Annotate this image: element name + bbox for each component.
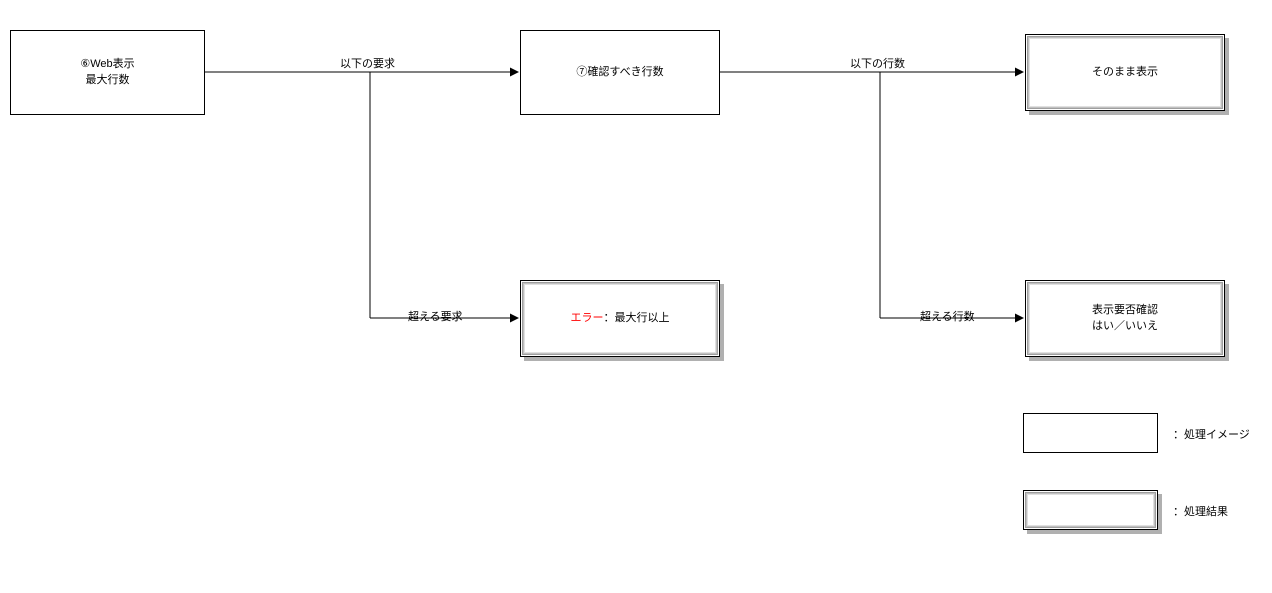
node-web-display-max-rows: ⑥Web表示 最大行数 xyxy=(10,30,205,115)
node-line1: エラー：最大行以上 xyxy=(571,311,670,326)
node-rows-to-confirm: ⑦確認すべき行数 xyxy=(520,30,720,115)
node-error-over-max: エラー：最大行以上 xyxy=(520,280,720,357)
node-confirm-display: 表示要否確認 はい／いいえ xyxy=(1025,280,1225,357)
legend-process-box xyxy=(1023,413,1158,453)
node-line1: ⑦確認すべき行数 xyxy=(576,65,663,80)
node-line1: ⑥Web表示 xyxy=(80,57,134,72)
legend-result-label: ：処理結果 xyxy=(1173,503,1228,519)
node-display-as-is: そのまま表示 xyxy=(1025,34,1225,111)
edge-label-over-request: 超える要求 xyxy=(408,308,463,324)
error-text: ：最大行以上 xyxy=(604,312,670,324)
edge-label-below-rows: 以下の行数 xyxy=(850,55,905,71)
legend-process-label: ：処理イメージ xyxy=(1173,426,1250,442)
node-line1: そのまま表示 xyxy=(1092,65,1158,80)
error-label: エラー xyxy=(571,312,604,324)
edge-label-over-rows: 超える行数 xyxy=(920,308,975,324)
edge-label-below-request: 以下の要求 xyxy=(340,55,395,71)
legend-result-box xyxy=(1023,490,1158,530)
node-line2: はい／いいえ xyxy=(1092,319,1158,334)
node-line1: 表示要否確認 xyxy=(1092,303,1158,318)
node-line2: 最大行数 xyxy=(86,73,130,88)
